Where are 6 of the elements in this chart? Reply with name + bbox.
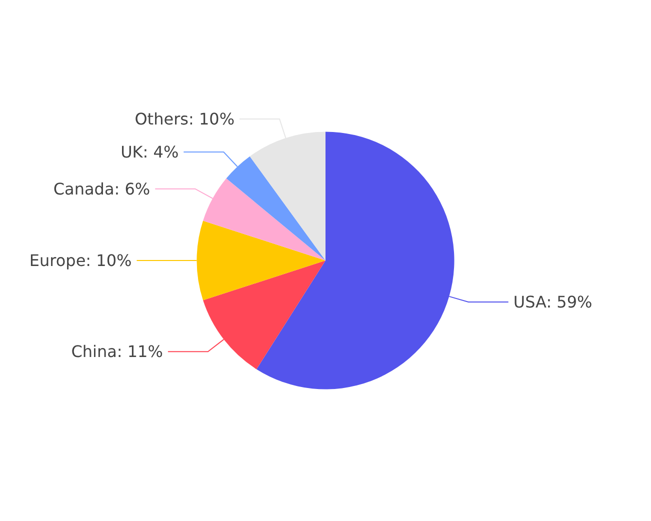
slice-label: China: 11% <box>71 342 163 362</box>
slice-label: UK: 4% <box>120 142 179 162</box>
slice-label: Canada: 6% <box>53 179 150 198</box>
slice-label: USA: 59% <box>513 292 592 312</box>
slice-label: Others: 10% <box>134 110 235 129</box>
slice-label: Europe: 10% <box>29 251 132 270</box>
